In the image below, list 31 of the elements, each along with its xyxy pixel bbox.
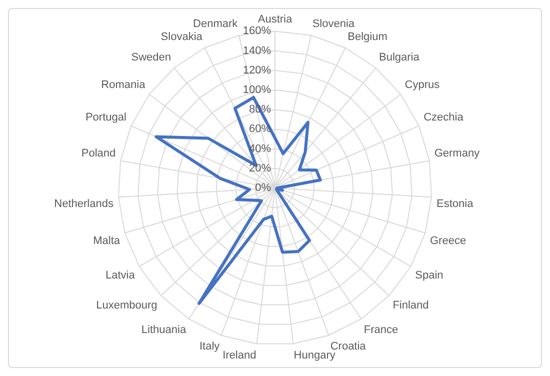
spoke-label: Greece xyxy=(430,235,466,248)
spoke-label: Italy xyxy=(199,340,220,353)
spoke-label: Spain xyxy=(415,270,444,282)
spoke-label: Poland xyxy=(81,147,116,160)
spoke-label: Denmark xyxy=(193,18,238,30)
y-tick-label: 140% xyxy=(242,44,272,57)
spoke-label: Romania xyxy=(101,78,146,91)
spoke-label: Bulgaria xyxy=(379,51,420,64)
spoke-label: Sweden xyxy=(131,51,171,64)
spoke-label: Finland xyxy=(392,300,429,312)
spoke-label: Czechia xyxy=(424,111,464,124)
spoke-label: Luxembourg xyxy=(96,300,158,312)
spoke-label: Latvia xyxy=(106,270,136,282)
spoke-label: Slovenia xyxy=(312,18,356,30)
spoke-label: Belgium xyxy=(348,30,388,43)
spoke-label: Austria xyxy=(258,14,293,26)
spoke-label: Estonia xyxy=(436,198,474,210)
spoke-label: Cyprus xyxy=(404,78,440,91)
y-tick-label: 0% xyxy=(255,182,272,194)
spoke-label: Lithuania xyxy=(141,324,187,336)
y-tick-label: 160% xyxy=(242,25,272,38)
y-tick-label: 20% xyxy=(248,162,272,174)
spoke-label: Ireland xyxy=(222,349,256,362)
spoke-label: Netherlands xyxy=(54,198,114,210)
spoke-label: Germany xyxy=(434,147,480,160)
spoke-label: Slovakia xyxy=(160,30,204,43)
y-tick-label: 100% xyxy=(242,84,272,96)
spoke-label: Portugal xyxy=(85,111,126,124)
spoke-label: France xyxy=(364,324,398,336)
spoke-label: Malta xyxy=(93,235,121,248)
y-tick-label: 120% xyxy=(242,64,272,76)
